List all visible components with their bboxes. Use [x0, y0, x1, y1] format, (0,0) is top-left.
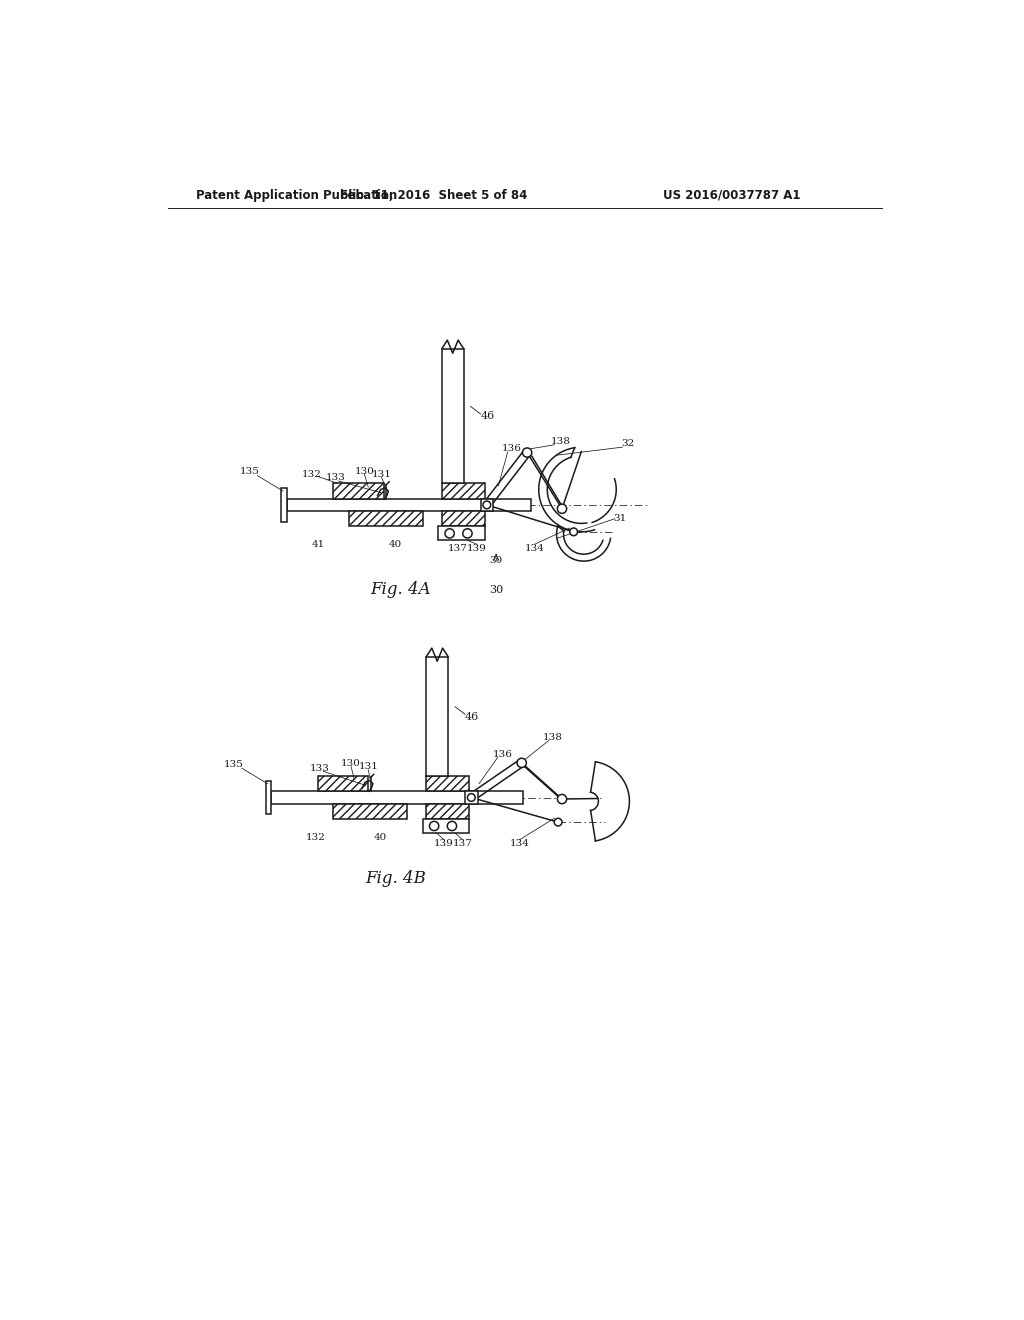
Bar	[317, 776, 369, 792]
Text: 130: 130	[341, 759, 361, 768]
Bar	[349, 511, 423, 527]
Bar	[334, 483, 384, 499]
Text: 131: 131	[358, 762, 378, 771]
Circle shape	[554, 818, 562, 826]
Text: 30: 30	[489, 556, 503, 565]
Text: 133: 133	[310, 764, 330, 772]
Bar	[438, 527, 484, 540]
Circle shape	[517, 758, 526, 767]
Circle shape	[447, 821, 457, 830]
Bar	[480, 499, 493, 511]
Bar	[282, 488, 287, 521]
Circle shape	[445, 529, 455, 539]
Bar	[423, 818, 469, 833]
Bar	[287, 499, 531, 511]
Circle shape	[557, 504, 566, 513]
Bar	[426, 804, 469, 818]
Text: 137: 137	[453, 840, 473, 849]
Bar	[442, 348, 464, 483]
Text: 136: 136	[493, 750, 512, 759]
Text: Fig. 4B: Fig. 4B	[365, 870, 426, 887]
Circle shape	[522, 447, 531, 457]
Bar	[426, 656, 449, 776]
Text: 31: 31	[613, 515, 627, 523]
Bar	[465, 792, 477, 804]
Circle shape	[557, 795, 566, 804]
Bar	[271, 792, 523, 804]
Circle shape	[467, 793, 475, 801]
Text: 132: 132	[305, 833, 326, 842]
Text: 131: 131	[372, 470, 391, 479]
Text: 133: 133	[326, 474, 346, 482]
Text: 139: 139	[467, 544, 486, 553]
Text: 137: 137	[447, 544, 467, 553]
Text: 134: 134	[509, 840, 529, 849]
Bar	[266, 780, 271, 814]
Text: 138: 138	[551, 437, 570, 446]
Bar	[334, 804, 407, 818]
Text: Fig. 4A: Fig. 4A	[371, 581, 431, 598]
Text: 139: 139	[434, 840, 454, 849]
Text: 46: 46	[465, 711, 479, 722]
Bar	[426, 776, 469, 792]
Text: 138: 138	[543, 733, 562, 742]
Text: 32: 32	[622, 438, 635, 447]
Text: 46: 46	[480, 412, 495, 421]
Text: Patent Application Publication: Patent Application Publication	[197, 189, 397, 202]
Text: US 2016/0037787 A1: US 2016/0037787 A1	[663, 189, 800, 202]
Text: 134: 134	[525, 544, 545, 553]
Text: 40: 40	[374, 833, 386, 842]
Text: 130: 130	[354, 466, 375, 475]
Text: 136: 136	[502, 445, 521, 453]
Circle shape	[483, 502, 490, 508]
Circle shape	[463, 529, 472, 539]
Text: 40: 40	[389, 540, 402, 549]
Text: 132: 132	[302, 470, 322, 479]
Text: 30: 30	[489, 585, 503, 594]
Text: 135: 135	[224, 760, 244, 768]
Text: 41: 41	[311, 540, 325, 549]
Bar	[442, 511, 484, 527]
Bar	[442, 483, 484, 499]
Circle shape	[569, 528, 578, 536]
Circle shape	[429, 821, 438, 830]
Text: 135: 135	[240, 467, 260, 477]
Text: Feb. 11, 2016  Sheet 5 of 84: Feb. 11, 2016 Sheet 5 of 84	[340, 189, 527, 202]
